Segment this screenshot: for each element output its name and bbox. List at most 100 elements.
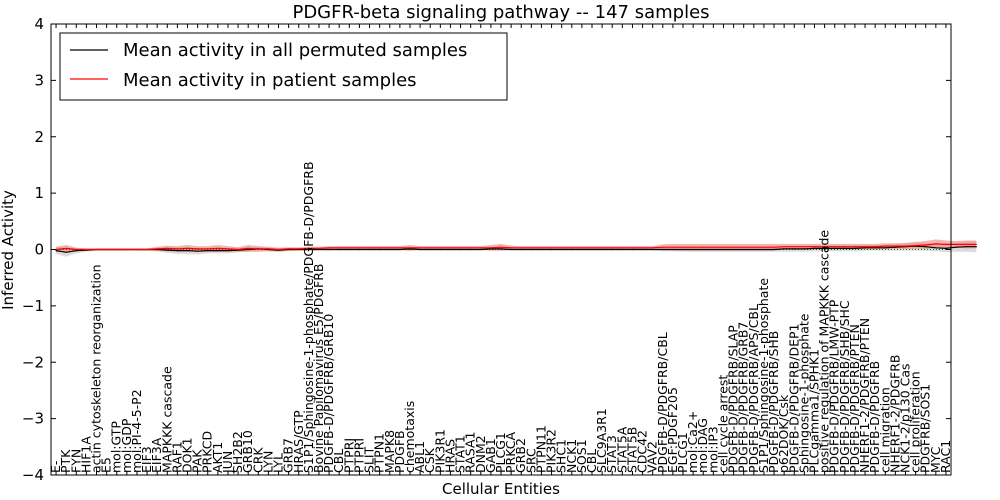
data-point-patient (571, 247, 573, 249)
data-point-permuted (894, 246, 897, 248)
data-point-patient (894, 245, 897, 247)
data-point-permuted (530, 248, 532, 251)
data-point-permuted (682, 248, 684, 251)
category-label: LYL (271, 453, 286, 473)
category-label: NHERF1-2/PDGFRB (887, 355, 902, 473)
data-point-permuted (460, 248, 462, 251)
category-label: mol:GTP (109, 421, 124, 473)
data-point-patient (561, 247, 563, 249)
data-point-patient (95, 248, 98, 251)
data-point-patient (662, 246, 664, 248)
category-label: CRK (250, 447, 265, 473)
data-point-permuted (874, 247, 876, 249)
category-label: STAT5A (614, 426, 629, 473)
data-point-patient (207, 248, 209, 250)
data-point-permuted (803, 248, 806, 250)
legend-label-permuted: Mean activity in all permuted samples (123, 40, 467, 61)
data-point-permuted (601, 248, 603, 251)
data-point-permuted (217, 250, 219, 252)
data-point-permuted (197, 250, 199, 252)
data-point-patient (702, 246, 704, 248)
category-label: E5 (99, 457, 114, 473)
data-point-permuted (925, 246, 927, 248)
data-point-permuted (864, 247, 866, 249)
data-point-patient (834, 246, 836, 248)
data-point-permuted (328, 248, 330, 251)
data-point-patient (146, 248, 148, 251)
category-label: PDGFB (392, 430, 407, 473)
data-point-permuted (975, 246, 977, 248)
data-point-permuted (520, 248, 522, 251)
category-label: VAV2 (645, 441, 660, 473)
data-point-patient (621, 247, 623, 249)
legend-label-patient: Mean activity in patient samples (123, 70, 417, 91)
category-label: PDGFB-D/PDGFRB/LMW-PTP (827, 299, 842, 473)
data-point-patient (712, 246, 715, 248)
category-label: RASA1 (463, 432, 478, 473)
data-point-permuted (813, 247, 816, 249)
data-point-permuted (712, 248, 715, 251)
category-label: p62DOK/Csk (776, 394, 791, 473)
data-point-permuted (429, 248, 431, 251)
data-point-patient (551, 247, 553, 249)
data-point-patient (85, 248, 87, 251)
category-label: PLCG1 (493, 432, 508, 473)
data-point-patient (368, 247, 371, 249)
data-point-patient (763, 246, 765, 248)
data-point-patient (389, 247, 391, 249)
category-label: FYN (68, 449, 83, 473)
data-point-permuted (884, 247, 886, 249)
data-point-permuted (449, 248, 451, 251)
data-point-patient (591, 247, 593, 249)
data-point-patient (257, 248, 259, 250)
data-point-permuted (379, 248, 381, 251)
category-label: DOK1 (180, 437, 195, 473)
data-point-permuted (581, 248, 583, 251)
category-label: MYC (928, 446, 943, 473)
category-label: E- (48, 461, 63, 473)
data-point-permuted (227, 250, 229, 252)
data-point-patient (116, 248, 118, 251)
data-point-permuted (945, 247, 947, 249)
data-point-permuted (166, 249, 168, 251)
data-point-permuted (419, 248, 421, 251)
category-label: cell cycle arrest (716, 375, 731, 473)
chart-title: PDGFR-beta signaling pathway -- 147 samp… (292, 2, 709, 23)
data-point-permuted (55, 250, 57, 252)
data-point-patient (945, 243, 947, 245)
data-point-patient (399, 247, 401, 249)
data-point-patient (460, 247, 462, 249)
data-point-patient (308, 247, 310, 249)
data-point-permuted (965, 246, 967, 248)
data-point-permuted (844, 247, 846, 249)
data-point-patient (429, 247, 431, 249)
data-point-permuted (439, 248, 441, 251)
category-label: Bovine Papilomavirus E5/PDGFRB (311, 264, 326, 473)
data-point-patient (318, 247, 320, 249)
category-label: Sphingosine-1-phosphate (796, 313, 811, 473)
data-point-permuted (540, 248, 543, 251)
category-label: mol:Ca2+ (685, 411, 700, 473)
category-label: NCK1-2/p130 Cas (898, 363, 913, 473)
data-point-permuted (935, 247, 937, 249)
data-point-patient (267, 248, 269, 250)
category-label: PLCgamma1/SPHK1 (807, 349, 822, 473)
category-label: PTPRJ (341, 438, 356, 473)
data-point-permuted (561, 248, 563, 251)
category-label: PIK3R1 (432, 429, 447, 473)
legend: Mean activity in all permuted samples Me… (59, 32, 508, 101)
category-label: STAT5B (625, 427, 640, 473)
y-tick-label: 4 (34, 15, 44, 33)
x-axis-label: Cellular Entities (442, 480, 560, 498)
category-label: PTPN11 (533, 425, 548, 473)
category-label: GRB7 (281, 438, 296, 473)
category-label: PRKCA (503, 432, 518, 473)
data-point-patient (904, 245, 907, 247)
data-point-patient (156, 248, 158, 250)
category-label: cell proliferation (908, 371, 923, 473)
data-point-patient (864, 246, 866, 248)
data-point-patient (975, 243, 977, 245)
category-label: SOS1 (574, 439, 589, 473)
